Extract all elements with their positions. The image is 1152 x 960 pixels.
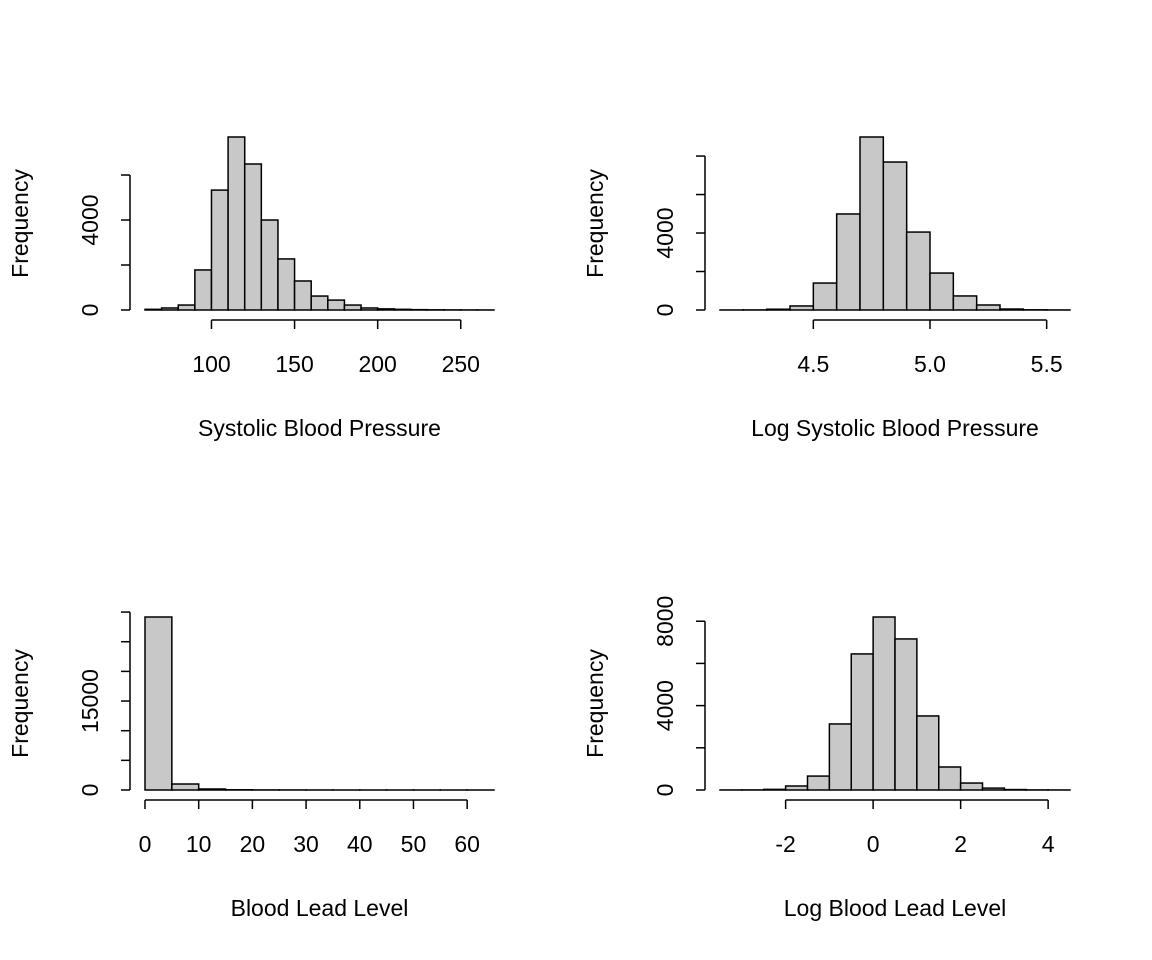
y-axis-title: Frequency (582, 649, 608, 758)
x-tick-label: 2 (954, 831, 967, 857)
x-tick-label: 5.0 (914, 351, 946, 377)
x-tick-label: 4.5 (797, 351, 829, 377)
bar (260, 219, 279, 311)
bar (243, 163, 263, 311)
y-tick-label: 15000 (77, 669, 103, 733)
bar (859, 136, 885, 311)
bar (310, 295, 329, 311)
bar (177, 304, 196, 311)
bar (835, 213, 861, 311)
x-tick-label: 60 (454, 831, 480, 857)
bar (916, 715, 940, 791)
bar (959, 782, 984, 791)
bar (905, 231, 931, 311)
y-tick-label: 4000 (652, 207, 678, 258)
y-tick-label: 0 (77, 784, 103, 797)
bar (376, 308, 396, 311)
x-axis-title: Blood Lead Level (231, 895, 409, 921)
x-tick-label: 10 (186, 831, 212, 857)
y-tick-label: 0 (77, 304, 103, 317)
bar (850, 653, 874, 791)
bar (938, 766, 962, 791)
bar (210, 189, 229, 311)
y-tick-label: 4000 (652, 680, 678, 731)
bar (144, 308, 163, 311)
bar (293, 280, 312, 311)
y-tick-label: 0 (652, 304, 678, 317)
bar (277, 258, 296, 311)
x-tick-label: 20 (240, 831, 266, 857)
x-tick-label: -2 (775, 831, 795, 857)
x-tick-label: 0 (867, 831, 880, 857)
bar (144, 616, 173, 791)
bar (360, 307, 379, 311)
bar (343, 304, 362, 311)
x-tick-label: 250 (442, 351, 480, 377)
y-tick-label: 0 (652, 784, 678, 797)
bar (999, 308, 1025, 311)
bar (789, 305, 815, 311)
y-tick-label: 8000 (652, 596, 678, 647)
bar (828, 723, 852, 791)
x-tick-label: 5.5 (1031, 351, 1063, 377)
bar (812, 282, 838, 311)
bar (765, 308, 791, 311)
x-tick-label: 40 (347, 831, 373, 857)
x-tick-label: 100 (192, 351, 230, 377)
bar (894, 638, 918, 791)
bar (952, 295, 978, 311)
bar (197, 788, 227, 791)
x-tick-label: 150 (275, 351, 313, 377)
x-axis-title: Log Systolic Blood Pressure (751, 415, 1039, 441)
x-tick-label: 50 (401, 831, 427, 857)
bar (929, 272, 955, 311)
x-tick-label: 4 (1042, 831, 1055, 857)
bar (882, 161, 908, 311)
y-axis-title: Frequency (7, 169, 33, 278)
bar (806, 775, 831, 791)
x-tick-label: 30 (293, 831, 319, 857)
bar (194, 269, 213, 311)
bar (160, 307, 179, 311)
bar (227, 136, 246, 311)
bar (393, 308, 412, 311)
y-axis-title: Frequency (7, 649, 33, 758)
bar (872, 616, 896, 791)
x-tick-label: 200 (358, 351, 396, 377)
bar (763, 788, 787, 791)
bar (981, 787, 1006, 791)
bar (975, 304, 1001, 311)
x-axis-title: Log Blood Lead Level (784, 895, 1007, 921)
x-axis-title: Systolic Blood Pressure (198, 415, 441, 441)
bar (327, 299, 346, 311)
x-tick-label: 0 (139, 831, 152, 857)
y-tick-label: 4000 (77, 194, 103, 245)
y-axis-title: Frequency (582, 169, 608, 278)
bar (784, 785, 809, 791)
bar (171, 783, 200, 791)
